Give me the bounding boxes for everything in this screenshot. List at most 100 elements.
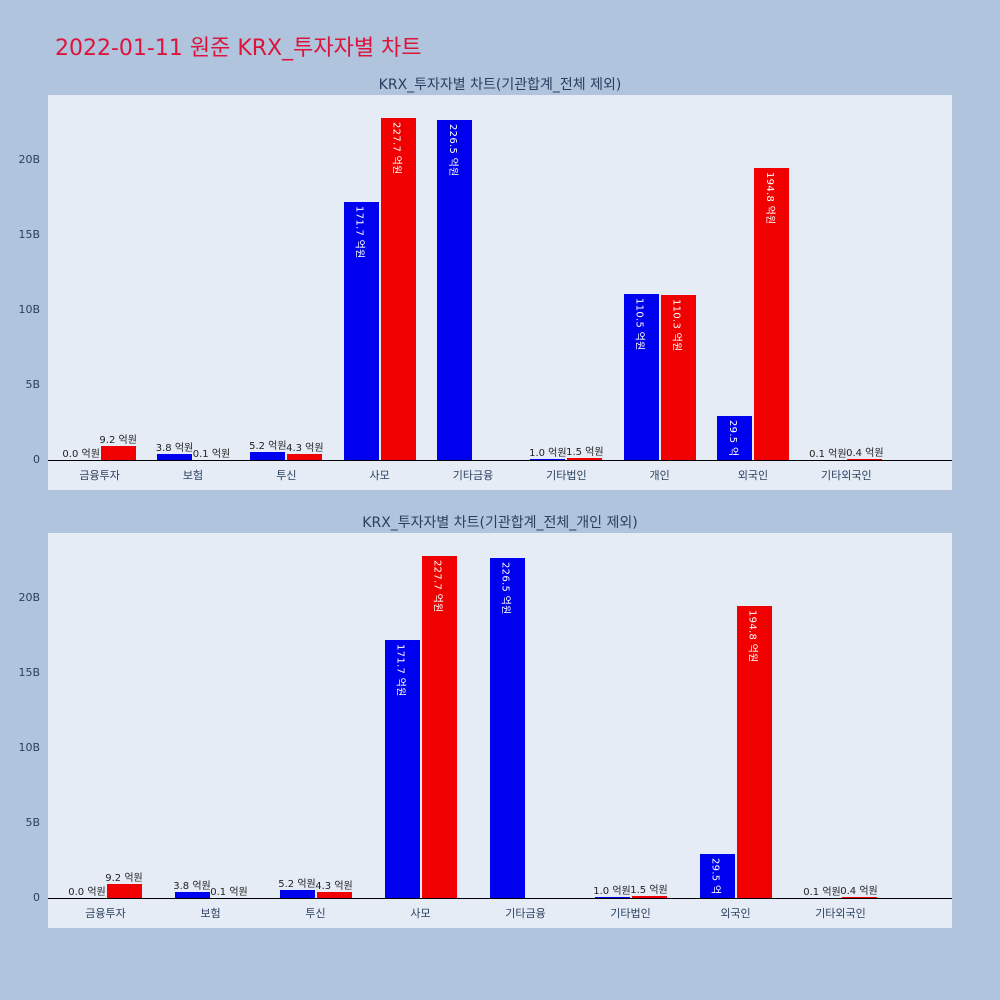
bar-value-label: 1.0 억원 — [529, 447, 567, 459]
red-bar — [754, 167, 789, 460]
chart-title: KRX_투자자별 차트(기관합계_전체 제외) — [378, 77, 622, 93]
bar-value-label: 0.0 억원 — [68, 887, 106, 898]
bar-value-label: 9.2 억원 — [99, 435, 137, 447]
y-tick-label: 20B — [18, 153, 40, 166]
bar-value-label: 227.7 억원 — [431, 560, 443, 614]
x-category-label: 기타외국인 — [821, 469, 872, 482]
x-axis-labels: 금융투자 보험 투신 사모 기타금융 기타법인 개인 외국인 기타외국인 — [48, 95, 952, 490]
x-axis-labels: 금융투자 보험 투신 사모 기타금융 기타법인 외국인 기타외국인 — [48, 533, 952, 928]
bar-value-label: 0.4 억원 — [846, 448, 884, 460]
x-category-label: 기타금융 — [452, 469, 494, 482]
plot-area: 0.0 억원 9.2 억원 3.8 억원 0.1 억원 5.2 억원 4.3 억원 171.… — [48, 533, 952, 928]
x-category-label: 금융투자 — [85, 907, 126, 920]
x-category-label: 사모 — [410, 907, 431, 920]
page-title: 2022-01-11 원준 KRX_투자자별 차트 — [55, 36, 422, 61]
y-tick-label: 5B — [25, 378, 40, 391]
red-bar — [100, 446, 136, 460]
x-category-label: 기타법인 — [610, 907, 651, 920]
bar-value-label: 110.5 억원 — [633, 298, 645, 351]
x-category-label: 금융투자 — [79, 469, 120, 482]
bar-value-label: 1.0 억원 — [593, 885, 631, 897]
bar-value-label: 226.5 억원 — [447, 124, 458, 177]
bar-value-label: 3.8 억원 — [173, 881, 211, 893]
x-category-label: 외국인 — [720, 907, 751, 920]
bar-value-label: 1.5 억원 — [630, 884, 668, 896]
blue-bar — [174, 892, 210, 898]
y-tick-label: 10B — [18, 741, 40, 754]
red-bar — [567, 457, 603, 460]
x-category-label: 보험 — [200, 907, 221, 920]
y-tick-label: 5B — [25, 816, 40, 829]
blue-bar — [384, 640, 420, 898]
x-axis-line — [48, 897, 952, 899]
blue-bar — [699, 853, 735, 898]
chart-figure-top: KRX_투자자별 차트(기관합계_전체 제외) 0 5B 10B 15B 20B 0.0… — [0, 60, 1000, 498]
bar-value-label: 226.5 억원 — [499, 562, 511, 615]
x-category-label: 개인 — [649, 469, 670, 482]
bar-value-label: 0.1 억원 — [210, 886, 248, 898]
red-bar — [631, 895, 667, 898]
red-bar — [660, 294, 696, 460]
y-tick-label: 15B — [18, 666, 40, 679]
red-bar — [287, 453, 323, 460]
bar-value-label: 0.1 억원 — [192, 448, 231, 460]
blue-bar — [279, 890, 315, 898]
blue-bar — [343, 202, 379, 460]
bar-value-label: 171.7 억원 — [394, 644, 406, 698]
x-category-label: 투신 — [305, 907, 326, 920]
red-bar — [106, 884, 142, 898]
x-category-label: 외국인 — [737, 469, 769, 482]
blue-bar — [530, 458, 566, 460]
red-bar — [421, 556, 457, 898]
bar-value-label: 0.1 억원 — [803, 886, 841, 898]
bar-value-label: 1.5 억원 — [566, 446, 604, 458]
blue-bar — [623, 294, 659, 460]
blue-bar — [594, 896, 630, 898]
bars-layer: 0.0 억원 9.2 억원 3.8 억원 0.1 억원 5.2 억원 4.3 억원 171.… — [48, 533, 952, 928]
bars-layer: 0.0 억원 9.2 억원 3.8 억원 0.1 억원 5.2 억원 4.3 억원 171.… — [48, 95, 952, 490]
bar-value-label: 171.7 억원 — [353, 206, 365, 260]
bar-value-label: 194.8 억원 — [764, 171, 775, 225]
bar-value-label: 5.2 억원 — [278, 879, 316, 891]
blue-bar — [437, 120, 472, 460]
plot-area: 0.0 억원 9.2 억원 3.8 억원 0.1 억원 5.2 억원 4.3 억원 171.… — [48, 95, 952, 490]
bar-value-label: 0.1 억원 — [809, 448, 847, 460]
y-tick-label: 0 — [33, 891, 40, 904]
x-category-label: 기타법인 — [546, 469, 587, 482]
blue-bar — [717, 415, 752, 460]
x-category-label: 기타금융 — [505, 907, 546, 920]
x-category-label: 보험 — [182, 469, 204, 482]
bar-value-label: 0.0 억원 — [62, 449, 100, 460]
blue-bar — [157, 454, 192, 460]
bar-value-label: 5.2 억원 — [249, 441, 287, 453]
bar-value-label: 110.3 억원 — [670, 298, 682, 352]
bar-value-label: 227.7 억원 — [390, 122, 402, 176]
red-bar — [841, 897, 877, 898]
bar-value-label: 3.8 억원 — [155, 443, 194, 455]
y-axis-ticks: 0 5B 10B 15B 20B — [0, 60, 42, 498]
bar-value-label: 0.4 억원 — [840, 886, 878, 898]
x-axis-line — [48, 459, 952, 461]
x-category-label: 투신 — [276, 469, 297, 482]
y-tick-label: 0 — [33, 453, 40, 466]
bar-value-label: 4.3 억원 — [286, 442, 324, 454]
bar-value-label: 29.5 억원 — [709, 857, 721, 894]
blue-bar — [489, 558, 525, 898]
red-bar — [316, 891, 352, 898]
bar-value-label: 4.3 억원 — [315, 880, 353, 892]
red-bar — [380, 118, 416, 460]
chart-figure-bottom: KRX_투자자별 차트(기관합계_전체_개인 제외) 0 5B 10B 15B 20B … — [0, 498, 1000, 936]
y-tick-label: 15B — [18, 228, 40, 241]
bar-value-label: 29.5 억원 — [727, 419, 738, 456]
x-category-label: 사모 — [369, 469, 390, 482]
blue-bar — [250, 452, 286, 460]
chart-title: KRX_투자자별 차트(기관합계_전체_개인 제외) — [362, 515, 638, 531]
bar-value-label: 9.2 억원 — [105, 873, 143, 885]
y-axis-ticks: 0 5B 10B 15B 20B — [0, 498, 42, 936]
x-category-label: 기타외국인 — [815, 907, 866, 920]
y-tick-label: 10B — [18, 303, 40, 316]
red-bar — [736, 605, 772, 898]
red-bar — [847, 459, 883, 460]
y-tick-label: 20B — [18, 591, 40, 604]
